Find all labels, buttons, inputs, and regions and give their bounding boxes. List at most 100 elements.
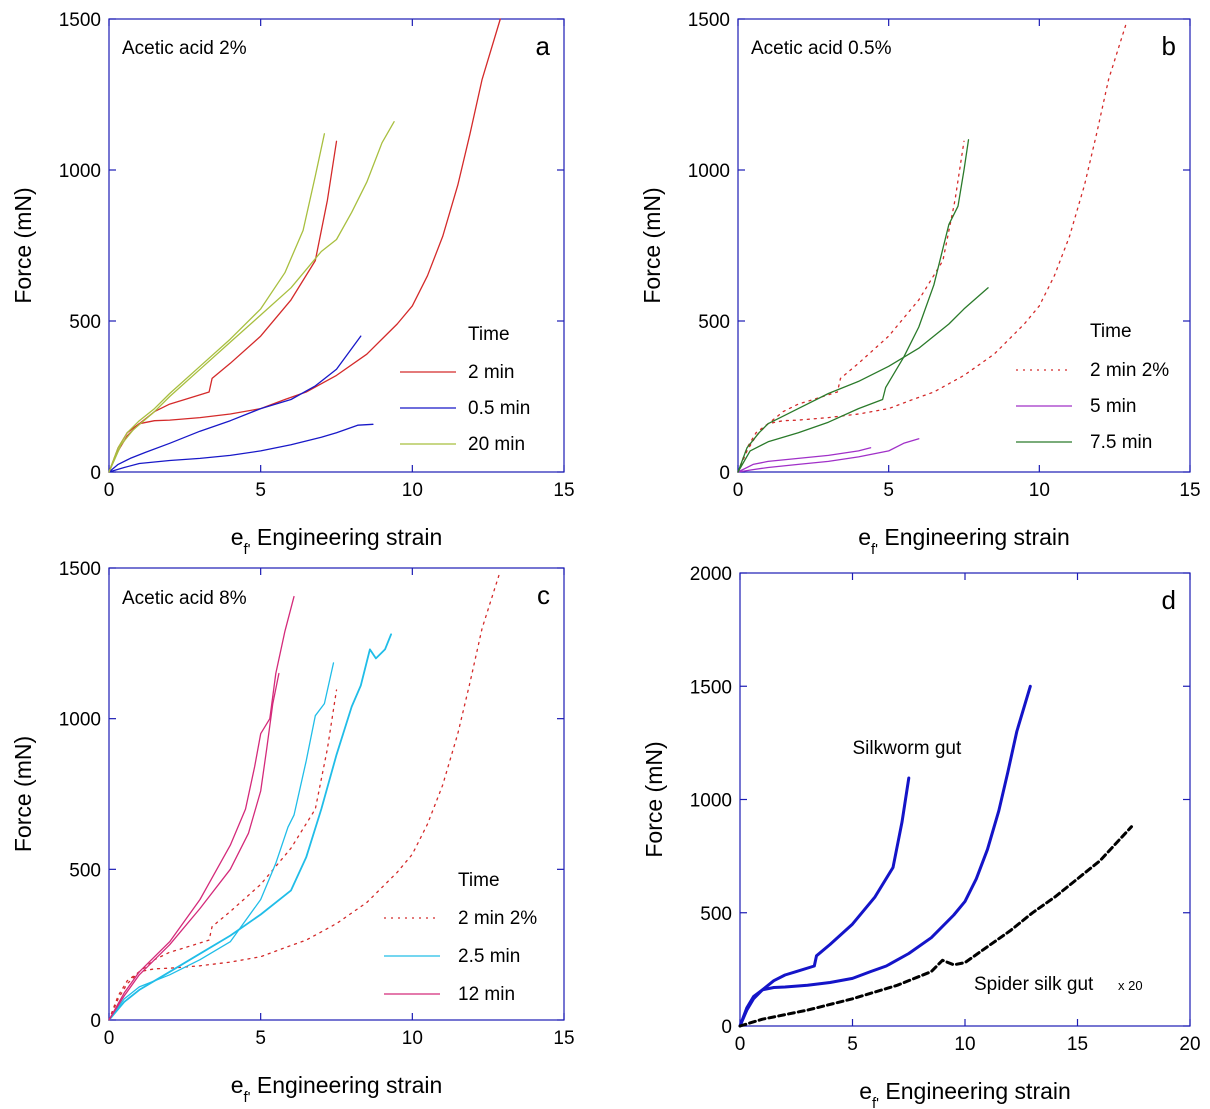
- series-line-2-min: [108, 18, 501, 473]
- series-line-20-min: [108, 121, 395, 473]
- panel-d: 0 5 10 15 20 0 500 1000 1500 2000 ef' Engineering …: [641, 564, 1201, 1109]
- annotation-label: Spider silk gut: [974, 974, 1094, 995]
- y-axis-label: Force (mN): [639, 187, 665, 303]
- y-axis-label: Force (mN): [10, 736, 36, 852]
- x-tick-label: 5: [883, 480, 894, 501]
- x-tick-label: 10: [402, 1028, 423, 1049]
- series-line-0-5-min: [108, 335, 362, 473]
- panel-a: 0 5 10 15 0 500 1000 1500 ef' Engineering strain…: [10, 10, 575, 558]
- y-tick-label: 2000: [690, 564, 732, 585]
- x-axis-label-symbol: e: [231, 524, 244, 550]
- series-line-5-min: [737, 447, 872, 473]
- panel-letter: b: [1162, 31, 1176, 61]
- y-tick-label: 1000: [59, 161, 101, 182]
- legend-title: Time: [468, 324, 510, 345]
- series-line-12-min: [108, 595, 295, 1021]
- y-tick-label: 0: [90, 1011, 101, 1032]
- x-tick-label: 0: [733, 480, 744, 501]
- y-tick-label: 1000: [690, 791, 732, 812]
- legend-label: 2 min: [468, 362, 514, 383]
- panel-title: Acetic acid 8%: [122, 588, 247, 609]
- panel-c: 0 5 10 15 0 500 1000 1500 ef' Engineering strain…: [10, 559, 575, 1106]
- y-tick-label: 1500: [688, 10, 730, 31]
- annotation-label: x 20: [1118, 978, 1143, 993]
- legend-label: 2 min 2%: [1090, 360, 1169, 381]
- y-tick-label: 500: [69, 312, 101, 333]
- y-tick-label: 0: [719, 463, 730, 484]
- plot-frame: [737, 18, 1191, 473]
- y-tick-label: 500: [698, 312, 730, 333]
- series-line-spider-silk-gut: [738, 825, 1133, 1028]
- y-tick-label: 1500: [59, 559, 101, 580]
- y-tick-label: 500: [700, 904, 732, 925]
- panel-title: Acetic acid 0.5%: [751, 38, 892, 59]
- series-line-0-5-min: [108, 423, 374, 473]
- series-line-20-min: [108, 133, 326, 473]
- y-tick-label: 0: [90, 463, 101, 484]
- legend-label: 5 min: [1090, 396, 1136, 417]
- x-tick-label: 0: [104, 1028, 115, 1049]
- legend-label: 2 min 2%: [458, 908, 537, 929]
- legend-label: 0.5 min: [468, 398, 530, 419]
- x-axis-label: ef' Engineering strain: [231, 524, 443, 558]
- series-line-12-min: [108, 672, 280, 1021]
- series-line-2-min-2-: [108, 570, 501, 1021]
- y-tick-label: 500: [69, 860, 101, 881]
- legend-label: 2.5 min: [458, 946, 520, 967]
- legend-label: 20 min: [468, 434, 525, 455]
- x-tick-label: 5: [847, 1034, 858, 1055]
- series-line-2-min-2-: [737, 21, 1128, 473]
- x-axis-label-text: Engineering strain: [878, 524, 1070, 550]
- x-axis-label-subscript: f': [871, 541, 878, 558]
- x-tick-label: 10: [954, 1034, 975, 1055]
- x-axis-label-subscript: f': [872, 1095, 879, 1109]
- x-axis-label-subscript: f': [243, 541, 250, 558]
- legend-label: 7.5 min: [1090, 432, 1152, 453]
- legend-title: Time: [1090, 321, 1132, 342]
- plot-frame: [108, 567, 565, 1021]
- series-line-silkworm-gut: [738, 684, 1032, 1028]
- x-tick-label: 0: [104, 480, 115, 501]
- plot-frame: [108, 18, 565, 473]
- x-axis-label-text: Engineering strain: [251, 1072, 443, 1098]
- x-tick-label: 0: [735, 1034, 746, 1055]
- x-tick-label: 10: [1029, 480, 1050, 501]
- series-line-7-5-min: [737, 287, 989, 473]
- plot-frame: [739, 572, 1191, 1027]
- x-axis-label: ef' Engineering strain: [231, 1072, 443, 1106]
- x-tick-label: 10: [402, 480, 423, 501]
- y-tick-label: 1000: [688, 161, 730, 182]
- panel-letter: d: [1162, 585, 1176, 615]
- x-axis-label: ef' Engineering strain: [858, 524, 1070, 558]
- series-line-2-5-min: [108, 633, 393, 1021]
- x-axis-label-subscript: f': [243, 1089, 250, 1106]
- series-line-2-min-2-: [737, 140, 965, 473]
- y-axis-label: Force (mN): [641, 741, 667, 857]
- series-line-2-5-min: [108, 662, 335, 1021]
- y-tick-label: 0: [721, 1017, 732, 1038]
- panel-letter: a: [536, 31, 551, 61]
- x-tick-label: 15: [1067, 1034, 1088, 1055]
- x-tick-label: 20: [1179, 1034, 1200, 1055]
- x-axis-label-symbol: e: [859, 1078, 872, 1104]
- y-tick-label: 1000: [59, 710, 101, 731]
- legend-title: Time: [458, 870, 500, 891]
- panel-b: 0 5 10 15 0 500 1000 1500 ef' Engineering strain…: [639, 10, 1201, 558]
- series-line-2-min-2-: [108, 689, 338, 1021]
- x-tick-label: 15: [553, 480, 574, 501]
- annotation-label: Silkworm gut: [853, 738, 962, 759]
- x-axis-label-symbol: e: [858, 524, 871, 550]
- x-axis-label-text: Engineering strain: [251, 524, 443, 550]
- legend-label: 12 min: [458, 984, 515, 1005]
- y-tick-label: 1500: [690, 677, 732, 698]
- x-tick-label: 5: [255, 1028, 266, 1049]
- x-axis-label-text: Engineering strain: [879, 1078, 1071, 1104]
- x-tick-label: 5: [255, 480, 266, 501]
- x-tick-label: 15: [553, 1028, 574, 1049]
- x-tick-label: 15: [1179, 480, 1200, 501]
- y-axis-label: Force (mN): [10, 187, 36, 303]
- series-line-7-5-min: [737, 139, 970, 473]
- panel-letter: c: [537, 580, 550, 610]
- x-axis-label: ef' Engineering strain: [859, 1078, 1071, 1109]
